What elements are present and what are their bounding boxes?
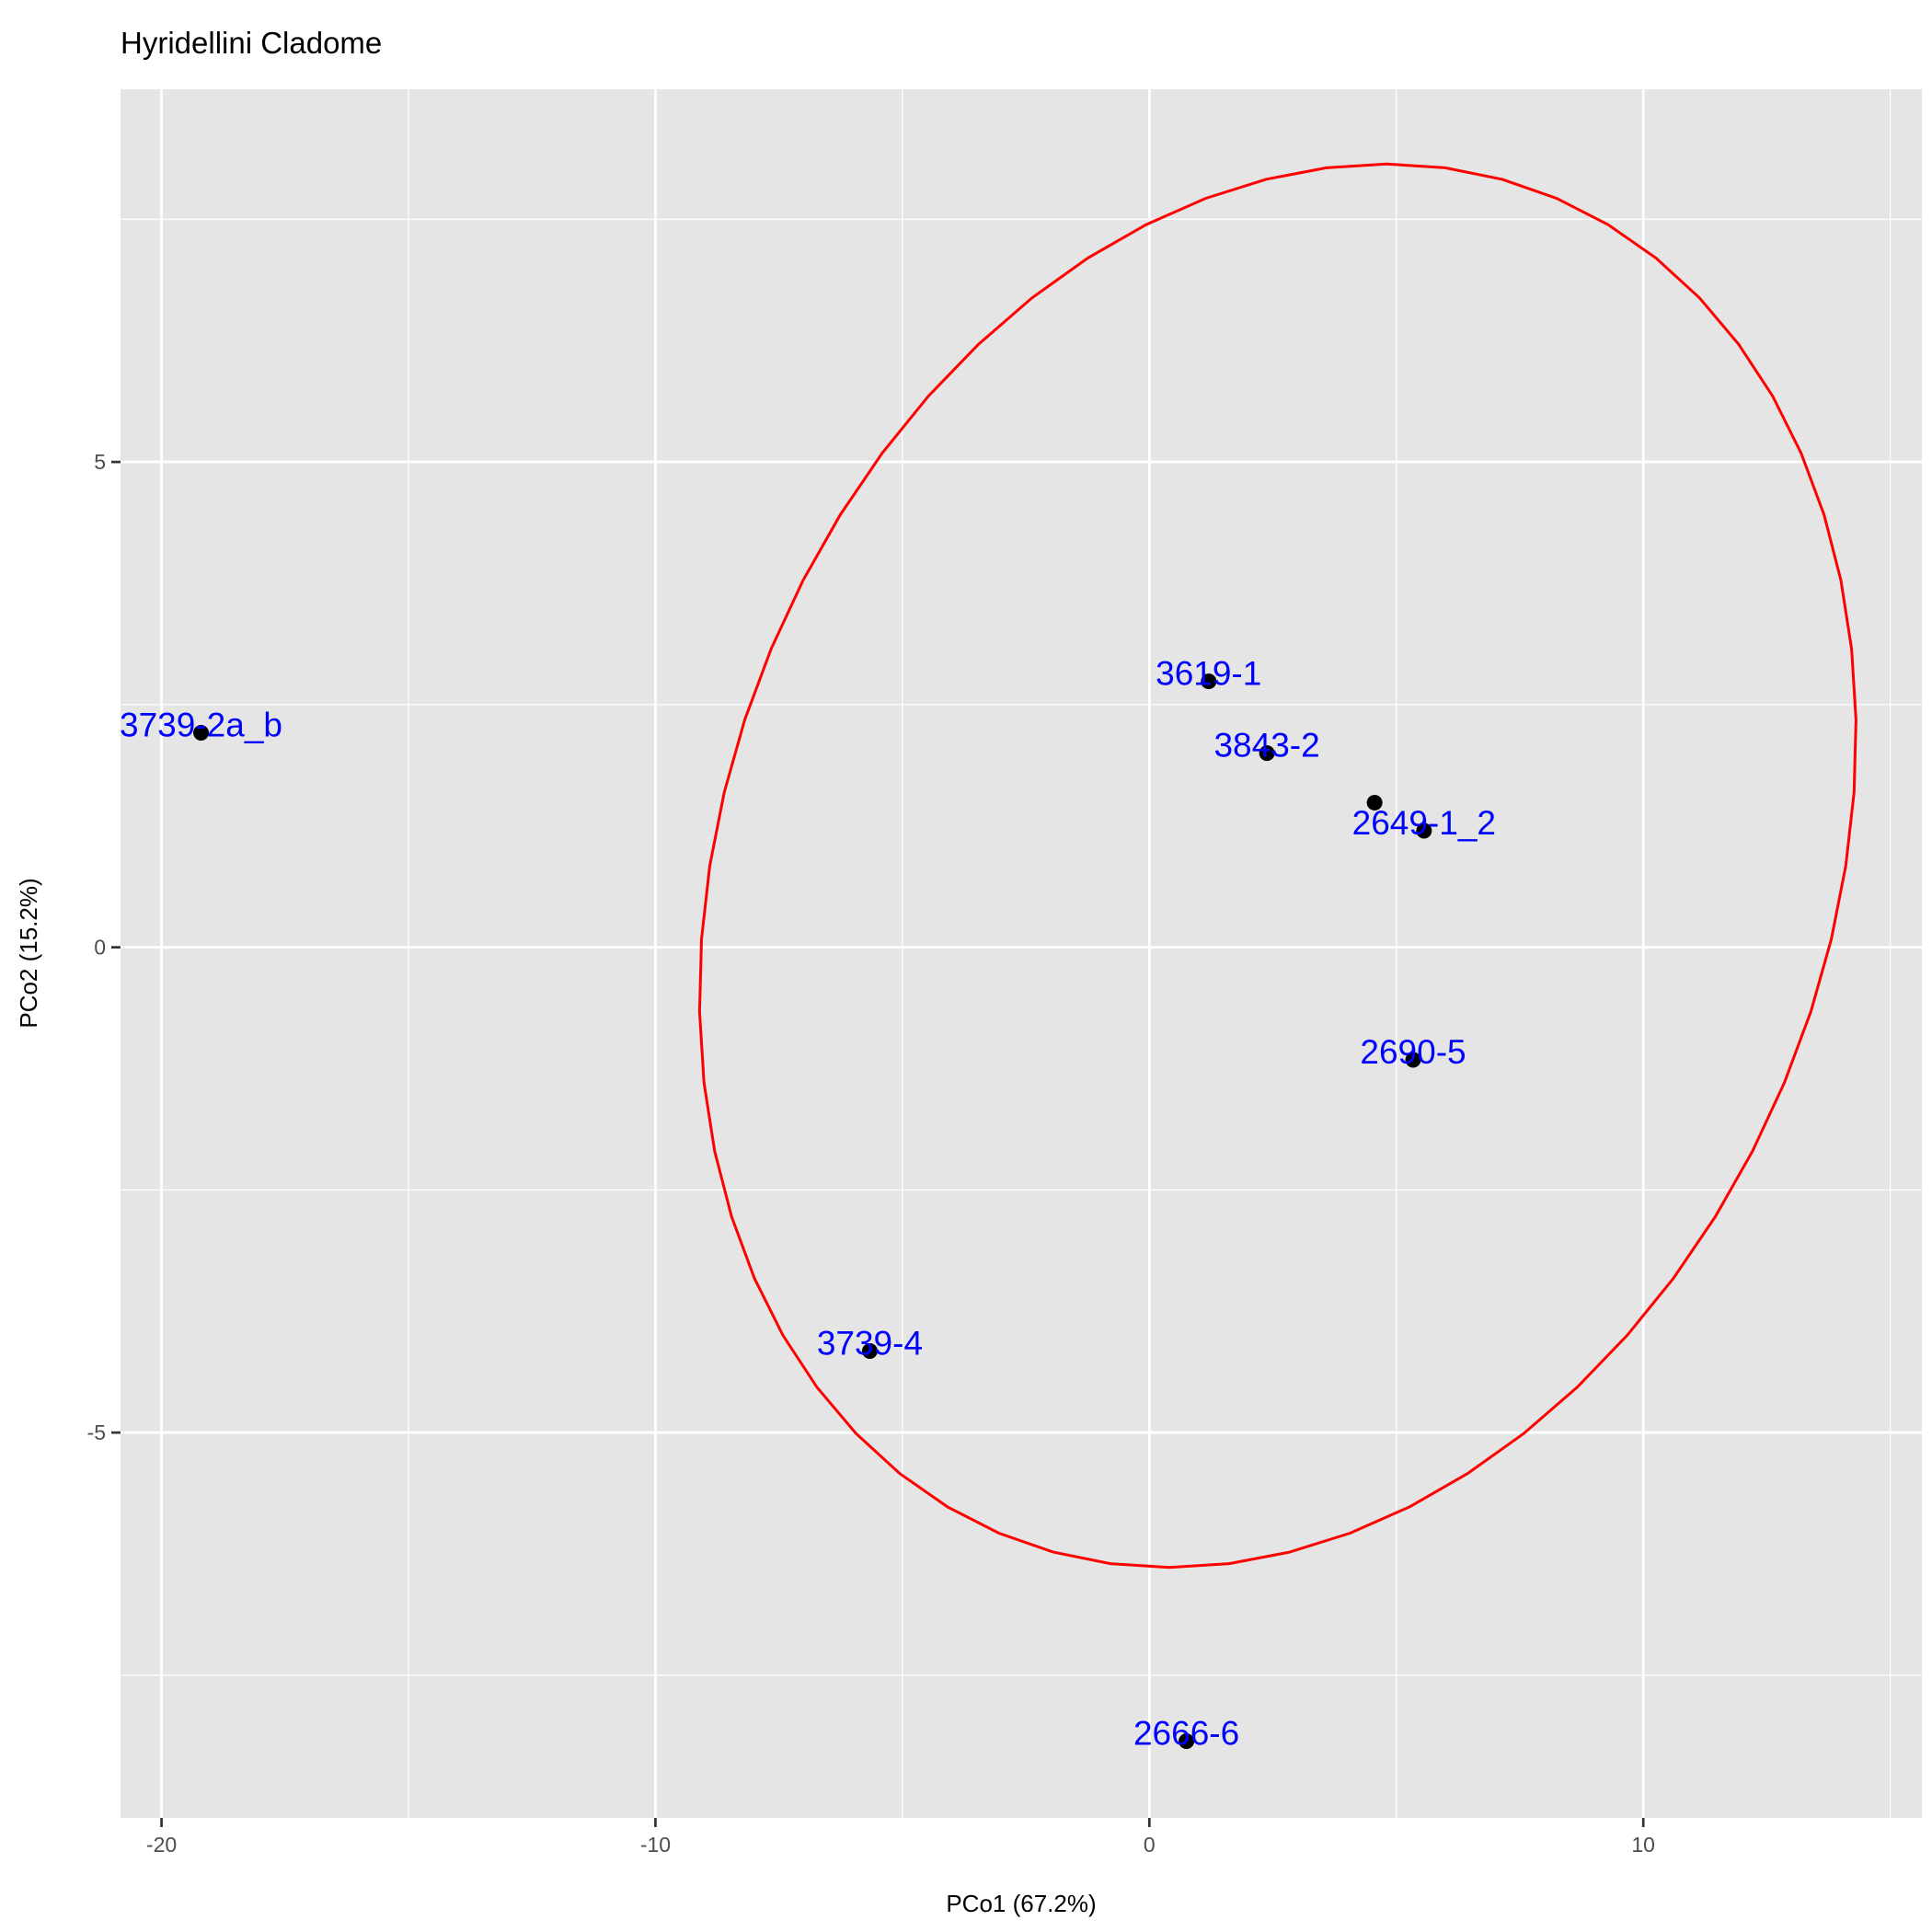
x-tick-label: -10 xyxy=(640,1833,671,1857)
x-tick-label: 10 xyxy=(1631,1833,1655,1857)
y-axis-title: PCo2 (15.2%) xyxy=(15,878,42,1028)
data-point xyxy=(1259,745,1275,762)
point-label: 3843-2 xyxy=(1213,727,1319,765)
plot-panel xyxy=(121,89,1922,1818)
chart-title: Hyridellini Cladome xyxy=(121,26,382,60)
confidence-ellipse xyxy=(697,162,1857,1570)
data-point xyxy=(1366,794,1383,811)
x-axis-title: PCo1 (67.2%) xyxy=(946,1890,1096,1917)
y-tick-label: 0 xyxy=(94,936,106,960)
point-label: 3619-1 xyxy=(1156,655,1261,693)
data-point xyxy=(861,1343,878,1360)
point-label: 2649-1_2 xyxy=(1352,804,1496,842)
data-point xyxy=(193,724,210,741)
point-label: 3739-2a_b xyxy=(120,706,282,743)
x-tick-label: -20 xyxy=(146,1833,177,1857)
point-label: 2666-6 xyxy=(1133,1715,1239,1753)
x-tick-label: 0 xyxy=(1144,1833,1156,1857)
data-point xyxy=(1201,673,1217,690)
data-point xyxy=(1179,1733,1195,1750)
point-label: 2690-5 xyxy=(1360,1033,1466,1071)
y-tick-label: -5 xyxy=(87,1420,106,1444)
point-label: 3739-4 xyxy=(817,1325,923,1363)
data-point xyxy=(1416,822,1432,839)
y-tick-label: 5 xyxy=(94,450,106,474)
data-point xyxy=(1405,1052,1421,1068)
